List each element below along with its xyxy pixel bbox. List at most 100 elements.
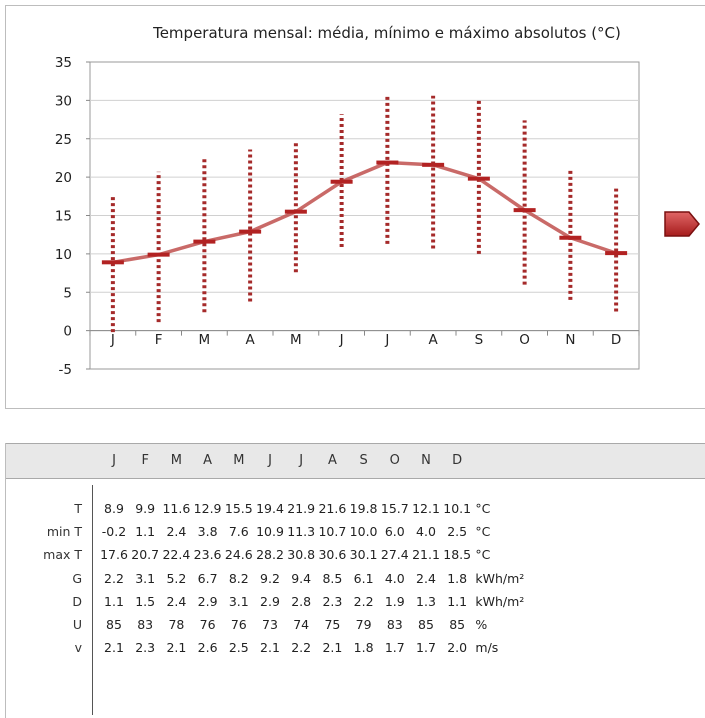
table-cell: 15.5 bbox=[224, 501, 253, 516]
table-cell: 4.0 bbox=[384, 570, 405, 586]
table-cell: 76 bbox=[230, 617, 247, 632]
mean-marker bbox=[467, 176, 490, 181]
table-cell: 2.8 bbox=[291, 593, 312, 609]
table-cell: -0.2 bbox=[101, 524, 127, 540]
mean-marker bbox=[101, 260, 124, 265]
table-cell: 1.1 bbox=[104, 593, 124, 609]
table-cell: 11.3 bbox=[287, 524, 316, 540]
table-cell: 22.4 bbox=[162, 547, 191, 563]
month-header: J bbox=[268, 453, 272, 468]
table-cell: 9.9 bbox=[135, 501, 156, 516]
table-cell: 75 bbox=[324, 617, 341, 632]
table-cell: 76 bbox=[199, 617, 216, 632]
table-cell: 10.9 bbox=[256, 524, 284, 540]
table-cell: 6.0 bbox=[384, 524, 405, 540]
table-cell: 3.8 bbox=[197, 524, 218, 540]
mean-marker bbox=[422, 162, 445, 167]
table-cell: 6.7 bbox=[197, 570, 218, 586]
y-tick-label: 5 bbox=[63, 285, 72, 301]
table-cell: 12.1 bbox=[412, 501, 440, 516]
mean-marker bbox=[239, 229, 262, 234]
y-tick-label: 20 bbox=[55, 170, 72, 186]
table-cell: 85 bbox=[106, 617, 122, 632]
y-tick-label: 15 bbox=[55, 209, 72, 225]
table-cell: 8.2 bbox=[228, 570, 249, 586]
table-cell: 1.3 bbox=[416, 593, 436, 609]
table-cell: 11.6 bbox=[162, 501, 191, 516]
table-cell: 2.3 bbox=[322, 593, 343, 609]
table-cell: 1.7 bbox=[384, 640, 405, 656]
row-unit: °C bbox=[475, 501, 491, 516]
table-cell: 74 bbox=[293, 617, 310, 632]
table-cell: 21.9 bbox=[287, 501, 316, 516]
table-cell: 1.8 bbox=[447, 570, 468, 586]
table-cell: 78 bbox=[168, 617, 185, 632]
table-cell: 1.7 bbox=[416, 640, 436, 656]
row-unit: % bbox=[475, 617, 488, 632]
table-cell: 23.6 bbox=[193, 547, 222, 563]
arrow-right-icon[interactable] bbox=[663, 210, 701, 238]
mean-marker bbox=[193, 239, 216, 244]
table-cell: 85 bbox=[418, 617, 434, 632]
table-cell: 2.4 bbox=[416, 570, 436, 586]
table-cell: 2.4 bbox=[166, 593, 187, 609]
y-tick-label: 35 bbox=[55, 55, 72, 71]
table-cell: 79 bbox=[355, 617, 372, 632]
table-cell: 19.4 bbox=[256, 501, 284, 516]
row-label: D bbox=[72, 593, 82, 609]
table-cell: 2.0 bbox=[447, 640, 468, 656]
chart-title: Temperatura mensal: média, mínimo e máxi… bbox=[152, 24, 621, 42]
chart-panel: Temperatura mensal: média, mínimo e máxi… bbox=[5, 5, 705, 409]
x-tick-label: F bbox=[155, 332, 163, 348]
table-cell: 1.8 bbox=[353, 640, 374, 656]
table-cell: 10.7 bbox=[318, 524, 347, 540]
month-header: M bbox=[233, 453, 245, 468]
climate-table: J F M A M J J A S O N D T 8.9 9.9 11.6 12.9 15.5 19.4 21.9… bbox=[5, 443, 705, 718]
mean-marker bbox=[605, 251, 628, 256]
table-cell: 2.5 bbox=[447, 524, 468, 540]
mean-line bbox=[112, 160, 617, 265]
y-tick-label: 0 bbox=[63, 324, 72, 340]
row-label: G bbox=[72, 570, 82, 586]
month-header: A bbox=[203, 453, 213, 468]
table-cell: 2.5 bbox=[228, 640, 249, 656]
month-header: F bbox=[141, 453, 149, 468]
table-cell: 27.4 bbox=[380, 547, 409, 563]
row-unit: m/s bbox=[475, 640, 499, 656]
table-cell: 30.6 bbox=[318, 547, 347, 563]
y-tick-label: 25 bbox=[55, 132, 72, 148]
x-tick-label: S bbox=[475, 332, 484, 348]
table-cell: 2.6 bbox=[197, 640, 218, 656]
x-tick-label: A bbox=[246, 332, 256, 348]
x-tick-label: J bbox=[339, 332, 344, 348]
table-cell: 24.6 bbox=[224, 547, 253, 563]
mean-marker bbox=[330, 179, 353, 184]
mean-marker bbox=[147, 252, 170, 257]
table-cell: 83 bbox=[137, 617, 154, 632]
mean-marker bbox=[284, 209, 307, 214]
table-cell: 9.2 bbox=[260, 570, 280, 586]
row-label: U bbox=[72, 617, 82, 632]
table-cell: 8.9 bbox=[104, 501, 124, 516]
table-cell: 1.9 bbox=[384, 593, 405, 609]
table-cell: 2.3 bbox=[135, 640, 156, 656]
table-cell: 21.6 bbox=[318, 501, 347, 516]
row-unit: kWh/m² bbox=[475, 570, 525, 586]
table-cell: 30.1 bbox=[349, 547, 378, 563]
y-tick-label: 10 bbox=[55, 247, 72, 263]
row-label: min T bbox=[46, 524, 82, 540]
row-label: T bbox=[74, 501, 82, 516]
table-cell: 2.1 bbox=[260, 640, 280, 656]
month-header: A bbox=[327, 453, 337, 468]
table-cell: 17.6 bbox=[100, 547, 128, 563]
table-cell: 83 bbox=[386, 617, 403, 632]
table-cell: 30.8 bbox=[287, 547, 316, 563]
table-cell: 19.8 bbox=[349, 501, 378, 516]
y-tick-label: 30 bbox=[55, 93, 72, 109]
x-tick-label: A bbox=[429, 332, 439, 348]
mean-marker bbox=[559, 235, 582, 240]
table-cell: 2.1 bbox=[166, 640, 187, 656]
x-tick-label: N bbox=[565, 332, 575, 348]
table-cell: 8.5 bbox=[322, 570, 343, 586]
x-tick-label: J bbox=[110, 332, 115, 348]
